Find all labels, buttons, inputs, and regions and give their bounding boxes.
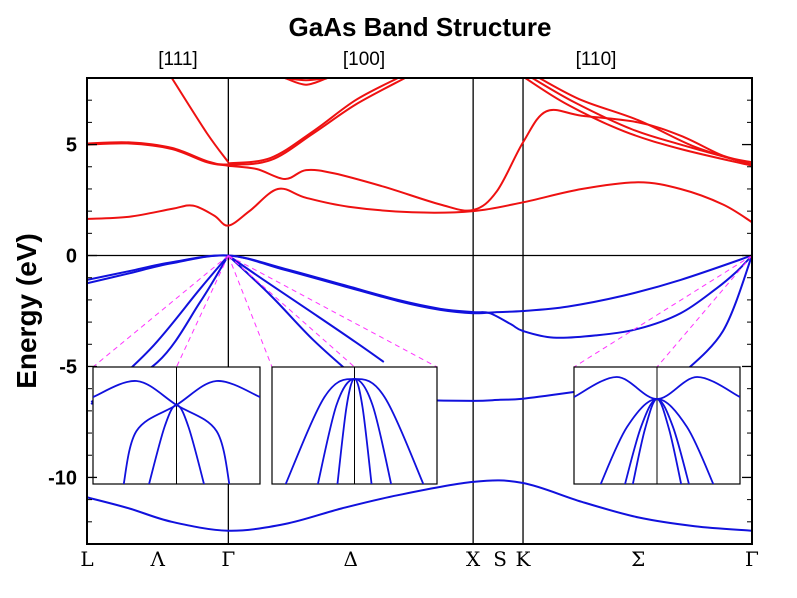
conduction-band-16 <box>524 78 752 167</box>
inset-delta <box>271 366 438 485</box>
kpoint-label-5: S <box>493 547 507 571</box>
valence-band-6 <box>227 254 385 363</box>
zoom-guide-0-1 <box>176 255 229 368</box>
zoom-insets <box>92 366 741 485</box>
kpoint-label-8: Γ <box>745 547 759 571</box>
chart-title: GaAs Band Structure <box>289 12 552 42</box>
conduction-band-12 <box>228 78 399 165</box>
y-tick-label-0: 5 <box>66 135 77 157</box>
kpoint-label-6: K <box>516 547 532 571</box>
axis-ticks: 5 0 -5 -10 L Λ Γ Δ X S K Σ Γ <box>48 77 759 571</box>
zoom-guide-1-2 <box>228 255 438 368</box>
conduction-band-18 <box>538 78 752 166</box>
valence-band-0 <box>87 479 752 532</box>
valence-band-2 <box>87 254 752 315</box>
kpoint-label-2: Γ <box>221 547 235 571</box>
zoom-guide-0-0 <box>92 255 229 368</box>
inset-sigma <box>573 366 741 485</box>
zoom-guides <box>92 255 753 368</box>
zoom-guide-2-0 <box>573 255 753 368</box>
inset-sigma-band-3 <box>631 398 683 484</box>
inset-delta-band-2 <box>336 378 373 484</box>
conduction-band-9 <box>87 181 752 227</box>
conduction-band-11 <box>87 78 406 166</box>
conduction-band-13 <box>170 78 230 163</box>
zoom-guide-1-1 <box>228 255 355 368</box>
kpoint-label-3: Δ <box>344 547 358 571</box>
direction-label-100: [100] <box>343 49 385 70</box>
y-axis-label: Energy (eV) <box>11 233 42 389</box>
inset-lambda-band-2 <box>148 404 205 484</box>
y-tick-label-2: -5 <box>59 356 77 378</box>
direction-label-111: [111] <box>158 49 197 70</box>
valence-band-8 <box>679 255 752 377</box>
y-tick-label-1: 0 <box>66 246 77 268</box>
conduction-band-14 <box>284 78 328 86</box>
zoom-guide-1-0 <box>227 255 273 368</box>
conduction-band-10 <box>87 108 752 212</box>
inset-lambda <box>92 366 261 485</box>
kpoint-label-1: Λ <box>149 547 165 571</box>
zoom-guide-2-1 <box>656 255 753 368</box>
kpoint-label-0: L <box>80 547 93 571</box>
plot-frame <box>86 77 753 545</box>
direction-label-110: [110] <box>576 49 617 70</box>
kpoint-label-4: X <box>466 547 481 571</box>
kpoint-label-7: Σ <box>631 547 645 571</box>
y-tick-label-3: -10 <box>48 467 77 489</box>
